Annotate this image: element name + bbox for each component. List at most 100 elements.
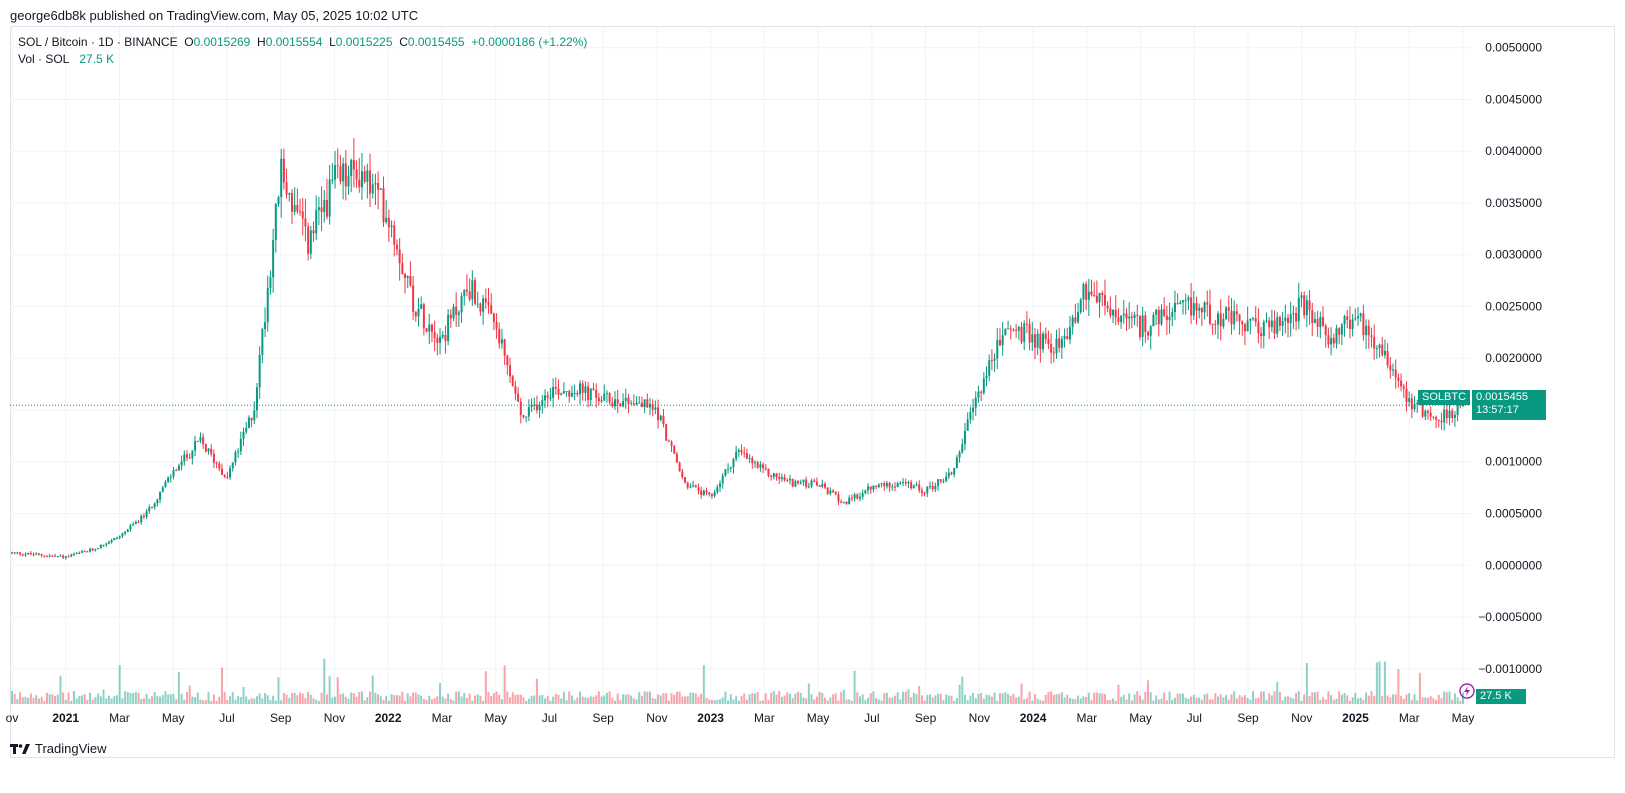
candle-body [296,205,299,212]
candle-body [1451,410,1454,418]
footer-brand[interactable]: TradingView [10,741,107,756]
volume-bar [883,693,886,704]
volume-bar [1147,680,1150,704]
legend-vol-label[interactable]: Vol · SOL [18,52,70,66]
legend-symbol[interactable]: SOL / Bitcoin · 1D · BINANCE [18,35,178,49]
volume-bar [107,695,110,704]
legend-vol-value: 27.5 K [79,52,115,66]
candle-body [490,304,493,314]
candle-body [134,521,137,525]
chart-frame[interactable] [10,26,1615,758]
volume-bar [517,694,520,704]
volume-bar [657,694,660,704]
volume-bar [37,698,40,704]
volume-bar [78,696,81,704]
legend-high-label: H [257,35,266,49]
candle-body [1031,334,1034,343]
candle-body [767,468,770,476]
candle-body [121,533,124,537]
candle-body [64,556,67,558]
candle-body [1122,313,1125,316]
candle-body [740,449,743,453]
candle-body [1397,377,1400,381]
candle-body [772,473,775,477]
volume-bar [966,700,969,704]
volume-bar [159,696,162,704]
volume-bar [1445,692,1448,704]
volume-bar [1095,692,1098,704]
candle-body [937,479,940,486]
volume-bar [99,696,102,704]
candle-body [1039,333,1042,350]
volume-bar [775,694,778,704]
candle-body [428,324,431,332]
grid-lines [10,27,1470,705]
lightning-icon[interactable] [1459,683,1475,699]
volume-bar [1340,694,1343,704]
candle-body [535,404,538,411]
volume-bar [1410,700,1413,704]
volume-bar [471,700,474,704]
candle-body [764,468,767,470]
x-tick-label: Nov [969,711,990,725]
volume-bar [1389,697,1392,704]
candle-body [1052,352,1055,354]
candle-body [1087,291,1090,300]
volume-bar [1222,697,1225,704]
candle-body [1316,319,1319,327]
candle-body [915,484,918,486]
volume-bar [743,693,746,704]
x-tick-label: May [162,711,185,725]
volume-bar [80,695,83,704]
candle-body [805,479,808,487]
candle-body [455,306,458,315]
candle-body [229,468,232,478]
volume-bar [91,699,94,704]
candle-body [164,481,167,488]
candle-body [13,552,16,554]
candle-body [1009,328,1012,330]
candle-body [183,454,186,462]
volume-bar [352,693,355,704]
volume-bar [231,692,234,704]
candle-body [643,399,646,408]
volume-bar [670,693,673,704]
volume-bar [1060,692,1063,704]
candle-body [1340,324,1343,335]
candle-body [245,427,248,432]
volume-bar [1362,699,1365,704]
candle-body [1195,303,1198,311]
candle-body [1437,419,1440,421]
volume-bar [366,697,369,704]
candle-body [762,464,765,469]
candle-body [1095,295,1098,303]
volume-bar [1020,683,1023,704]
candle-body [67,556,70,558]
volume-bar [885,692,888,704]
volume-bar [229,696,232,704]
volume-bar [1268,693,1271,704]
candle-body [1227,307,1230,311]
legend-open-label: O [184,35,194,49]
volume-bar [592,696,595,704]
volume-bar [635,699,638,704]
candle-body [1257,321,1260,334]
volume-bar [713,700,716,704]
candle-body [444,334,447,342]
volume-bar [770,692,773,704]
candle-body [549,397,552,399]
volume-bar [1448,691,1451,704]
volume-bar [1117,684,1120,704]
volume-bar [627,694,630,704]
candle-body [568,391,571,397]
volume-bar [1375,662,1378,704]
volume-bar [1190,696,1193,704]
volume-bar [850,700,853,704]
candle-body [1230,310,1233,325]
candle-body [638,402,641,404]
candle-body [1332,337,1335,344]
candle-body [293,205,296,212]
x-tick-label: Mar [109,711,130,725]
candle-body [1007,328,1010,330]
